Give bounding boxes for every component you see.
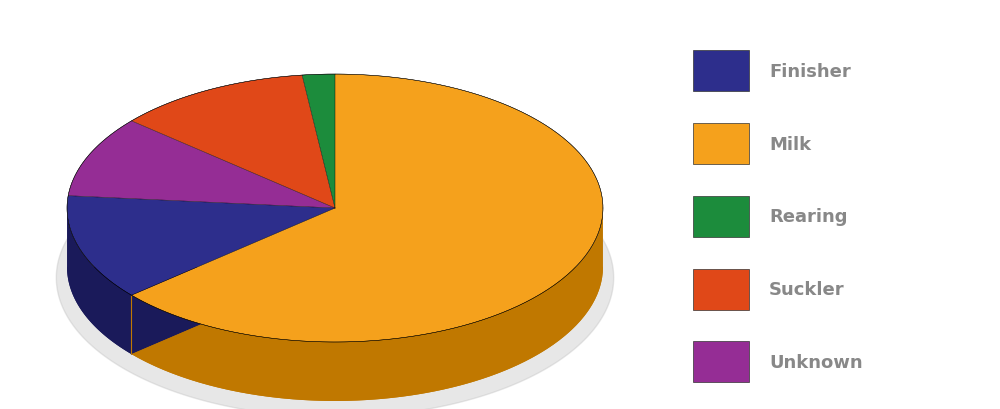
- Polygon shape: [131, 75, 603, 342]
- Polygon shape: [68, 121, 335, 209]
- Text: Milk: Milk: [769, 135, 811, 153]
- FancyBboxPatch shape: [693, 124, 749, 165]
- Polygon shape: [67, 209, 131, 354]
- Polygon shape: [131, 267, 603, 401]
- Text: Finisher: Finisher: [769, 63, 851, 81]
- FancyBboxPatch shape: [693, 342, 749, 382]
- Polygon shape: [67, 196, 335, 295]
- Polygon shape: [302, 75, 335, 209]
- Polygon shape: [131, 76, 335, 209]
- Polygon shape: [67, 267, 335, 354]
- FancyBboxPatch shape: [693, 269, 749, 310]
- Text: Unknown: Unknown: [769, 353, 863, 371]
- FancyBboxPatch shape: [693, 51, 749, 92]
- Polygon shape: [56, 139, 614, 409]
- FancyBboxPatch shape: [693, 196, 749, 237]
- Polygon shape: [131, 210, 603, 401]
- Text: Rearing: Rearing: [769, 208, 848, 226]
- Text: Suckler: Suckler: [769, 281, 845, 298]
